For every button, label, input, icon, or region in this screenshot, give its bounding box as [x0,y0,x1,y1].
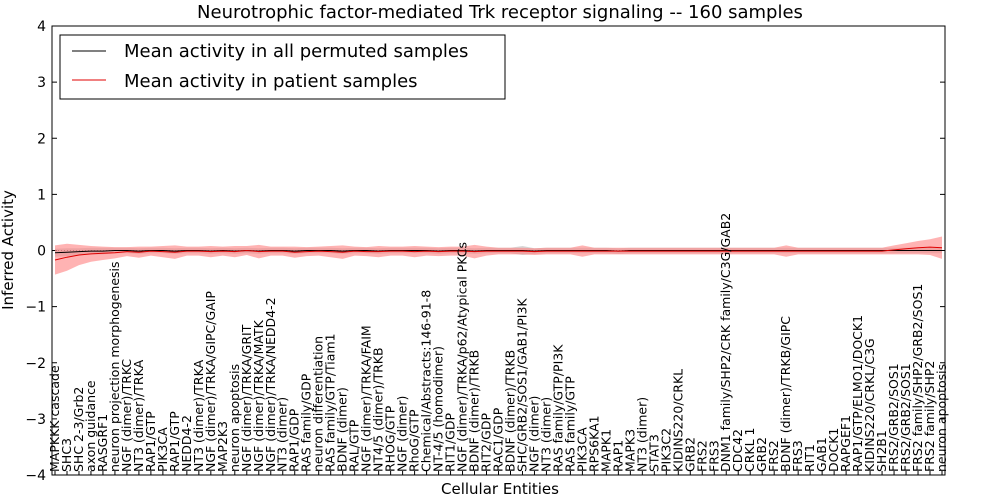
series-line-0 [54,249,942,254]
x-category-label: RAS family/GDP [299,373,314,472]
x-category-label: PIK3CA [574,427,589,472]
legend-box [59,34,506,100]
chart-title: Neurotrophic factor-mediated Trk recepto… [197,2,803,23]
x-category-label: FRS2 family/SHP2/GRB2/SOS1 [910,284,925,472]
series-band-1 [55,236,942,275]
x-category-label: RIT1 [802,444,817,472]
x-category-label: NT3 (dimer) [634,397,649,472]
x-category-label: NGF (dimer)/TRKA/NEDD4-2 [263,297,278,472]
x-category-label: GRB2 [754,437,769,472]
x-category-label: MAPK1 [598,429,613,472]
x-category-label: PIK3CA [155,427,170,472]
x-category-label: NGF (dimer)/TRKA/p62/Atypical PKCs [455,242,470,472]
series-line-1 [54,246,943,261]
y-tick-label: 3 [37,75,46,91]
y-axis-label: Inferred Activity [0,190,17,310]
x-category-label: BDNF (dimer)/TRKB [467,350,482,472]
x-category-label: DOCK1 [826,428,841,472]
x-category-label: GRB2 [682,437,697,472]
x-category-label: DNM1 family/SHP2/CRK family/C3G/GAB2 [718,213,733,472]
x-category-label: GAB1 [814,437,829,472]
x-category-label: RAPGEF1 [838,415,853,472]
x-category-label: NGF (dimer)/TRKA/MATK [251,319,266,472]
x-category-label: neuron apoptosis [934,364,949,472]
x-category-label: FRS2/GRB2/SOS1 [898,363,913,472]
x-category-label: RhoG/GTP [407,409,422,472]
x-category-label: KIDINS220/CRKL/C3G [862,338,877,472]
x-category-label: NT3 (dimer)/TRKA [131,359,146,472]
x-category-label: SHC 2-3/Grb2 [71,387,86,472]
x-category-label: PIK3C2 [658,428,673,472]
x-category-label: RIT2/GDP [479,413,494,472]
x-category-label: neuron projection morphogenesis [107,261,122,472]
x-category-label: RAS family/GTP/Tiam1 [323,333,338,472]
x-category-label: RAP1/GTP [167,411,182,472]
x-category-label: RAP1 [610,440,625,472]
x-category-label: STAT3 [646,434,661,472]
x-category-label: NGF (dimer) [527,396,542,472]
x-category-label: BDNF (dimer)/TRKB [503,350,518,472]
x-category-label: FRS2 [766,440,781,472]
y-tick-label: 1 [37,187,46,203]
y-tick-label: 0 [37,244,46,260]
x-category-label: NGF (dimer)/TRKA/GIPC/GAIP [203,291,218,472]
x-category-label: NEDD4-2 [179,415,194,472]
legend: Mean activity in all permuted samples Me… [59,34,506,100]
x-category-label: BDNF (dimer) [335,387,350,472]
y-tick-label: 2 [37,131,46,147]
legend-label-patient: Mean activity in patient samples [124,71,418,92]
x-category-label: SH2B1 [874,430,889,472]
x-category-label: FRS2 family/SHP2 [922,361,937,472]
x-category-label: NT3 (dimer) [538,397,553,472]
x-category-label: FRS3 [706,440,721,472]
y-tick-label: −1 [25,300,46,316]
y-tick-label: −3 [25,412,46,428]
x-category-label: FRS3 [790,440,805,472]
x-category-label: RAP1/GTP/ELMO1/DOCK1 [850,315,865,472]
x-category-label: BDNF (dimer)/TRKB/GIPC [778,316,793,472]
x-category-label: CDC42 [730,429,745,472]
x-category-label: RAS family/GTP/PI3K [550,344,565,472]
y-tick-label: −4 [25,468,46,484]
x-axis-label: Cellular Entities [441,480,559,498]
x-category-label: NT-4/5 (homodimer) [431,346,446,472]
x-category-label: NT3 (dimer)/TRKA [191,359,206,472]
x-category-label: NT3 (dimer) [275,397,290,472]
x-category-label: RAP1/GDP [287,408,302,472]
x-category-label: NGF (dimer) [395,396,410,472]
x-category-label: RAP1/GTP [143,411,158,472]
y-tick-label: −2 [25,356,46,372]
x-category-label: FRS2/GRB2/SOS1 [886,363,901,472]
x-category-label: MAPKKK cascade [47,365,62,472]
x-category-label: NT4/5 (dimer)/TRKB [371,347,386,472]
x-category-label: NGF (dimer)/TRKA/GRIT [239,324,254,472]
x-category-label: RAL/GTP [347,419,362,472]
x-category-label: SHC/GRB2/SOS1/GAB1/PI3K [515,298,530,472]
x-category-label: NGF (dimer)/TRKC [119,359,134,472]
x-category-label: Chemical/Abstracts:146-91-8 [419,290,434,472]
x-category-label: RIT1/GDP [443,413,458,472]
y-tick-label: 4 [37,19,46,35]
x-category-label: RASGRF1 [95,414,110,472]
x-category-label: RHOG/GTP [383,405,398,472]
x-category-label: CRKL 1 [742,427,757,472]
x-category-label: MAP2K3 [215,421,230,472]
x-category-label: neuron apoptosis [227,364,242,472]
x-category-label: MAPK3 [622,429,637,472]
x-category-label: NGF (dimer)/TRKA/FAIM [359,325,374,472]
x-category-label: neuron differentiation [311,336,326,472]
x-category-label: axon guidance [83,380,98,472]
x-category-label: RPS6KA1 [586,415,601,472]
x-category-label: SHC3 [59,438,74,472]
x-category-label: RAS family/GTP [562,376,577,472]
legend-label-permuted: Mean activity in all permuted samples [124,41,468,62]
x-category-label: FRS2 [694,440,709,472]
x-category-label: RAC1/GDP [491,407,506,472]
x-category-label: KIDINS220/CRKL [670,369,685,472]
